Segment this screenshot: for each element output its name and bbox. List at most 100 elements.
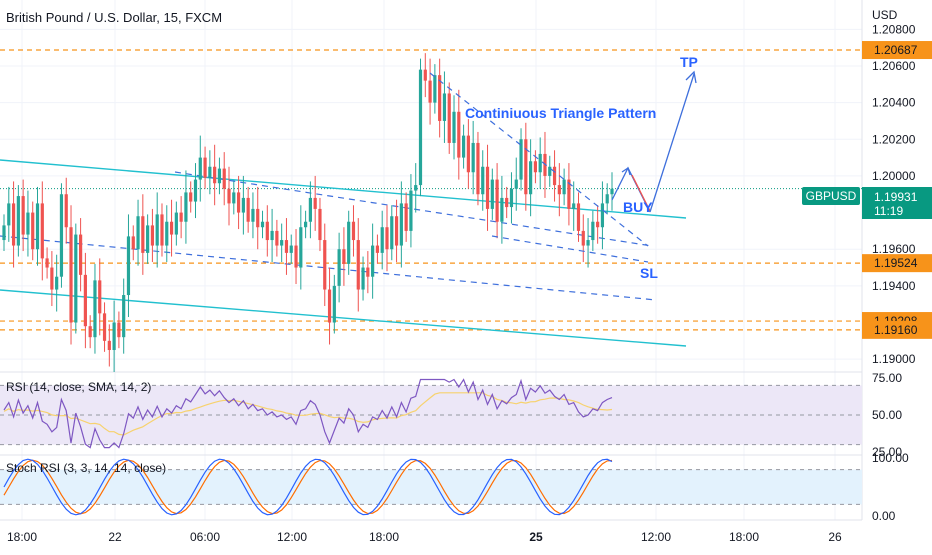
countdown: 11:19 <box>874 204 903 218</box>
price-tick-label: 1.19600 <box>872 242 916 256</box>
candle-body <box>21 196 25 235</box>
stoch-pane: 100.00 0.00 <box>0 451 909 523</box>
price-tick-label: 1.20000 <box>872 169 916 183</box>
candle-body <box>457 111 461 158</box>
candle-body <box>98 280 102 314</box>
candle-body <box>318 208 322 241</box>
candle-body <box>122 295 126 338</box>
time-tick-label: 26 <box>828 530 842 544</box>
last-price: 1.19931 <box>874 190 918 204</box>
arrow-head <box>685 70 697 84</box>
candle-body <box>576 203 581 231</box>
candle-body <box>552 166 557 186</box>
candle-body <box>193 179 198 202</box>
candle-body <box>600 203 605 228</box>
candle-body <box>265 221 269 241</box>
candle-body <box>337 249 341 286</box>
triangle-pattern[interactable] <box>429 70 697 263</box>
candle-body <box>299 227 303 268</box>
candle-body <box>442 93 447 121</box>
candle-body <box>524 139 528 195</box>
candle-body <box>529 161 533 195</box>
candle-body <box>189 192 193 202</box>
candle-body <box>155 214 159 246</box>
candle-body <box>69 227 73 323</box>
candle-body <box>423 69 427 81</box>
candle-body <box>572 203 576 209</box>
candle-body <box>371 245 375 277</box>
candle-body <box>117 322 121 338</box>
stoch-title: Stoch RSI (3, 3, 14, 14, close) <box>6 461 166 475</box>
currency-label: USD <box>872 8 898 22</box>
rsi-tick-label: 25.00 <box>872 445 902 459</box>
arrow-head <box>621 166 631 176</box>
candle-body <box>418 69 423 186</box>
candle-body <box>150 225 155 246</box>
candle-body <box>26 212 30 235</box>
candle-body <box>476 142 480 195</box>
candle-body <box>505 197 509 208</box>
price-level-badge <box>862 41 932 60</box>
candle-body <box>342 249 346 264</box>
candle-body <box>428 80 432 103</box>
candle-body <box>217 168 222 184</box>
candle-body <box>78 234 83 275</box>
stoch-tick-label: 0.00 <box>872 509 896 523</box>
candle-body <box>404 203 408 231</box>
time-tick-label: 18:00 <box>729 530 759 544</box>
candle-body <box>591 221 595 241</box>
candle-body <box>275 230 279 246</box>
price-tick-label: 1.20800 <box>872 22 916 36</box>
candle-body <box>313 197 317 209</box>
rsi-band <box>0 385 862 445</box>
time-tick-label: 25 <box>529 530 543 544</box>
candle-body <box>236 192 241 213</box>
candle-body <box>203 157 207 178</box>
candle-body <box>169 221 174 235</box>
candle-body <box>126 236 131 296</box>
candle-body <box>385 227 389 250</box>
time-tick-label: 18:00 <box>369 530 399 544</box>
candle-body <box>294 245 298 268</box>
candle-body <box>160 214 164 246</box>
price-level-label: 1.19524 <box>874 256 918 270</box>
candle-body <box>179 212 183 222</box>
candle-body <box>112 322 116 351</box>
candle-body <box>304 221 308 228</box>
rsi-ma-line <box>3 392 613 436</box>
candle-body <box>438 75 442 121</box>
price-level-label: 1.19160 <box>874 323 918 337</box>
candle-body <box>270 230 274 241</box>
price-level-badge <box>862 320 932 339</box>
time-tick-label: 18:00 <box>7 530 37 544</box>
pullback-line <box>631 174 651 212</box>
candle-body <box>50 267 54 290</box>
candle-body <box>447 93 451 143</box>
candle-body <box>308 197 312 222</box>
candle-body <box>184 192 188 222</box>
buy-label: BUY <box>623 199 653 215</box>
candle-body <box>466 135 470 173</box>
triangle-lower-line <box>491 235 649 263</box>
candle-body <box>610 188 614 195</box>
rsi-pane: 75.00 50.00 25.00 <box>0 371 902 459</box>
candle-body <box>581 230 585 246</box>
channel-lines[interactable] <box>0 159 687 347</box>
candle-body <box>485 166 490 209</box>
candle-body <box>394 216 399 246</box>
ticker-symbol: GBPUSD <box>806 189 857 203</box>
candle-body <box>562 179 566 195</box>
candle-body <box>533 161 538 173</box>
candles <box>2 53 614 372</box>
candle-body <box>246 197 250 222</box>
candle-body <box>11 203 16 246</box>
candle-body <box>361 267 365 290</box>
candle-body <box>74 234 78 323</box>
candle-body <box>481 166 485 195</box>
candle-body <box>222 168 226 189</box>
candle-body <box>586 240 590 246</box>
candle-body <box>198 157 202 180</box>
candle-body <box>356 240 360 290</box>
